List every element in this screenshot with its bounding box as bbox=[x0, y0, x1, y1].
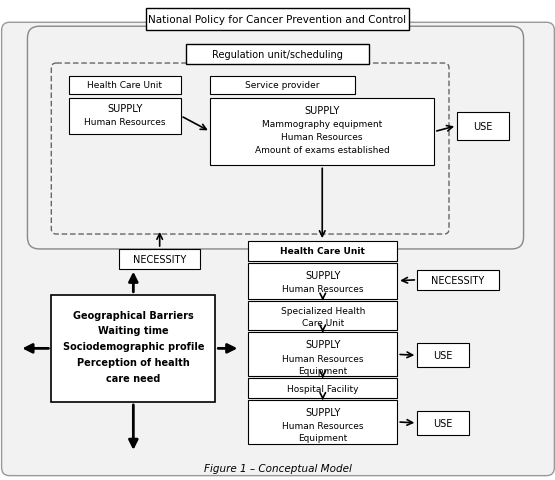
Text: Human Resources: Human Resources bbox=[282, 285, 364, 294]
Text: Hospital Facility: Hospital Facility bbox=[287, 384, 359, 393]
Text: Human Resources: Human Resources bbox=[282, 421, 364, 431]
Bar bbox=[248, 378, 397, 398]
Text: Mammography equipment: Mammography equipment bbox=[262, 120, 382, 129]
Text: Human Resources: Human Resources bbox=[281, 133, 363, 142]
Text: Sociodemographic profile: Sociodemographic profile bbox=[63, 342, 204, 352]
Bar bbox=[69, 77, 180, 95]
Bar bbox=[185, 45, 370, 65]
Text: Care Unit: Care Unit bbox=[301, 318, 344, 327]
Bar bbox=[69, 98, 180, 134]
Text: SUPPLY: SUPPLY bbox=[305, 340, 340, 349]
Text: Equipment: Equipment bbox=[298, 366, 347, 375]
Text: National Policy for Cancer Prevention and Control: National Policy for Cancer Prevention an… bbox=[148, 15, 407, 25]
Text: Perception of health: Perception of health bbox=[77, 358, 190, 368]
Text: Equipment: Equipment bbox=[298, 433, 347, 443]
Text: SUPPLY: SUPPLY bbox=[305, 407, 340, 417]
Bar bbox=[210, 77, 355, 95]
Text: USE: USE bbox=[433, 418, 453, 428]
Text: NECESSITY: NECESSITY bbox=[133, 254, 186, 264]
FancyBboxPatch shape bbox=[51, 64, 449, 235]
Bar bbox=[248, 241, 397, 261]
Text: Health Care Unit: Health Care Unit bbox=[280, 247, 365, 256]
Bar bbox=[248, 400, 397, 444]
Text: Human Resources: Human Resources bbox=[282, 354, 364, 363]
Text: Geographical Barriers: Geographical Barriers bbox=[73, 310, 194, 320]
Text: Specialized Health: Specialized Health bbox=[280, 306, 365, 315]
Bar bbox=[51, 295, 215, 402]
Bar bbox=[457, 112, 508, 140]
Bar bbox=[248, 301, 397, 331]
FancyBboxPatch shape bbox=[2, 23, 554, 476]
Text: SUPPLY: SUPPLY bbox=[305, 106, 340, 116]
Bar bbox=[248, 333, 397, 376]
Bar bbox=[417, 344, 469, 368]
Text: SUPPLY: SUPPLY bbox=[107, 104, 143, 114]
Text: Regulation unit/scheduling: Regulation unit/scheduling bbox=[212, 50, 343, 60]
FancyBboxPatch shape bbox=[27, 27, 523, 250]
Text: USE: USE bbox=[473, 121, 492, 132]
Text: SUPPLY: SUPPLY bbox=[305, 270, 340, 280]
Text: Health Care Unit: Health Care Unit bbox=[87, 81, 163, 90]
Text: Service provider: Service provider bbox=[245, 81, 320, 90]
Text: Waiting time: Waiting time bbox=[98, 326, 169, 336]
Bar bbox=[417, 270, 499, 290]
Bar bbox=[146, 9, 409, 31]
Text: care need: care need bbox=[106, 373, 160, 384]
Bar bbox=[417, 411, 469, 435]
Bar bbox=[248, 264, 397, 299]
Bar bbox=[210, 98, 434, 166]
Text: Figure 1 – Conceptual Model: Figure 1 – Conceptual Model bbox=[204, 463, 351, 473]
Bar bbox=[119, 250, 200, 269]
Text: Human Resources: Human Resources bbox=[84, 118, 165, 127]
Text: Amount of exams established: Amount of exams established bbox=[255, 146, 390, 155]
Text: USE: USE bbox=[433, 350, 453, 360]
Text: NECESSITY: NECESSITY bbox=[431, 275, 485, 285]
